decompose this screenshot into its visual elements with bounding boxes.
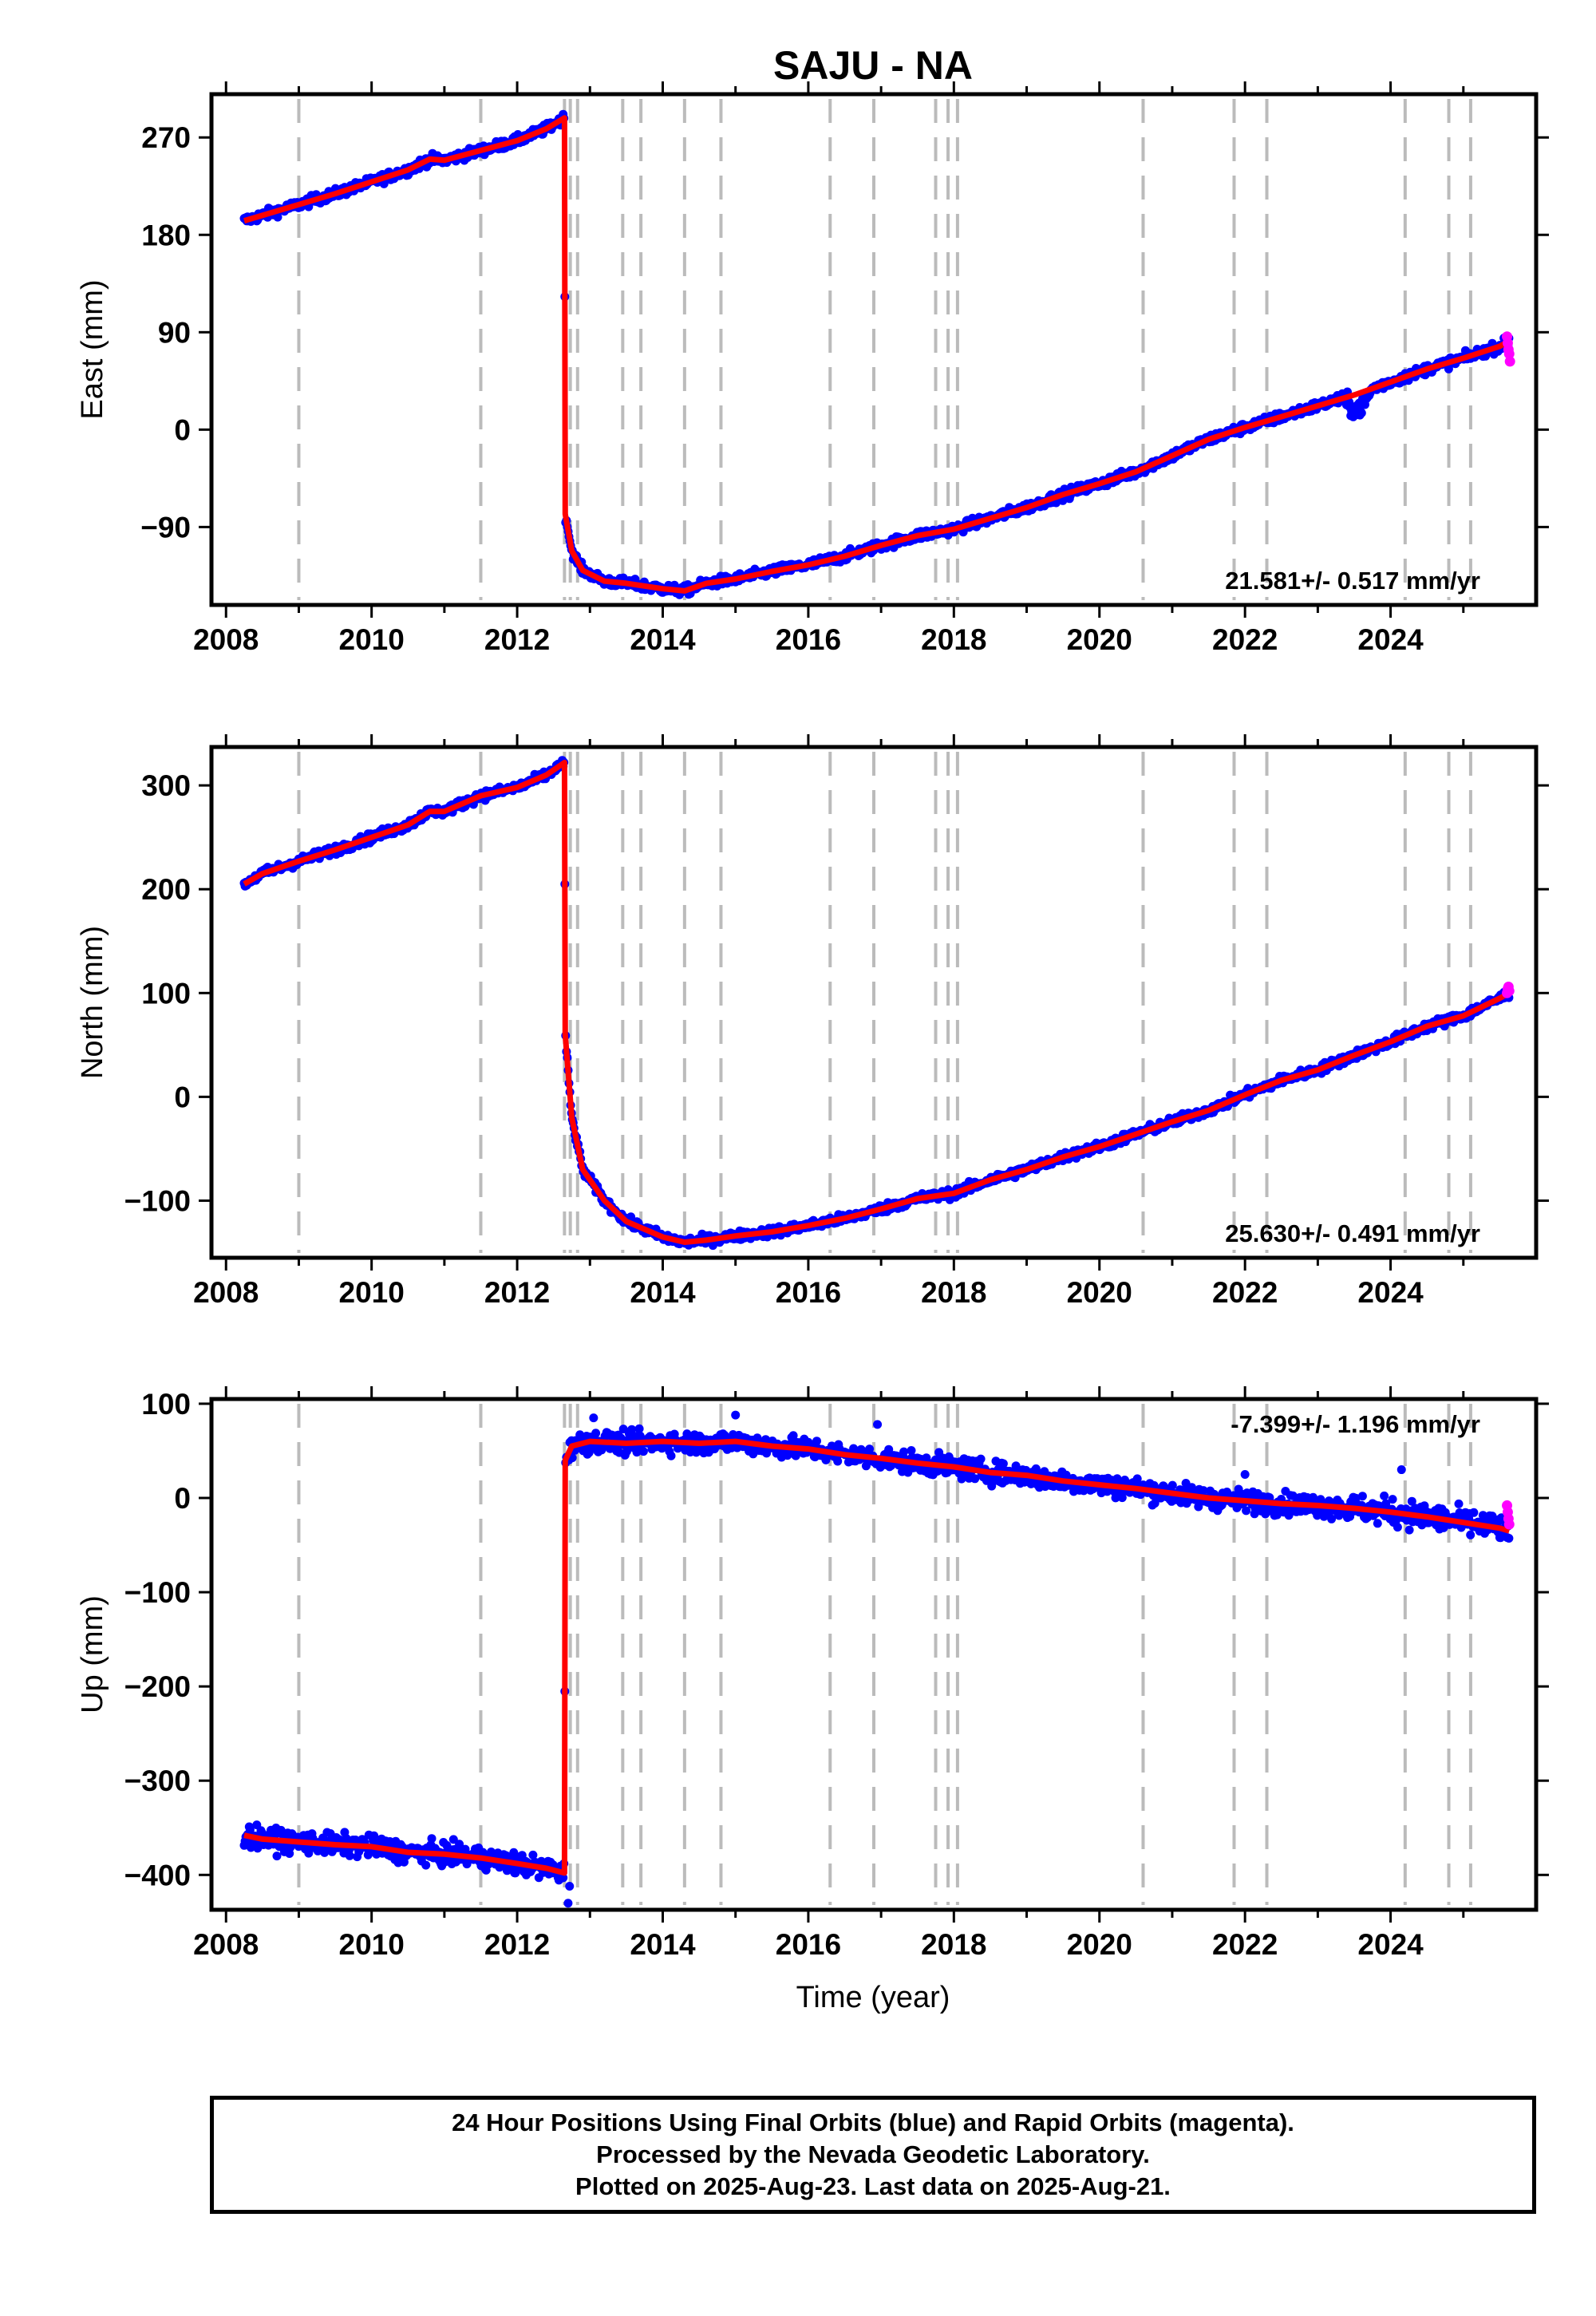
y-tick-label: −100 [124, 1576, 191, 1609]
data-point [589, 1413, 598, 1423]
y-axis-label: East (mm) [76, 279, 109, 419]
x-tick-label: 2012 [484, 623, 550, 656]
data-point [427, 1834, 437, 1844]
y-axis-label: Up (mm) [76, 1595, 109, 1713]
data-point [1388, 1495, 1397, 1504]
data-point [1357, 1492, 1367, 1501]
chart-title: SAJU - NA [773, 43, 973, 88]
data-point [976, 1454, 986, 1464]
data-point [1469, 1508, 1479, 1517]
rapid-point [1503, 986, 1515, 997]
x-tick-label: 2020 [1067, 1928, 1132, 1961]
x-tick-label: 2018 [921, 623, 986, 656]
x-tick-label: 2020 [1067, 1276, 1132, 1309]
model-line [243, 115, 1511, 594]
x-tick-label: 2016 [776, 1276, 841, 1309]
panel-east: −90 0 90 180 270 2008 2010 2012 2014 2016 2018 2020… [76, 81, 1549, 656]
x-tick-label: 2014 [630, 623, 696, 656]
data-point [1404, 1525, 1414, 1535]
data-point [1167, 1480, 1177, 1490]
x-tick-label: 2010 [339, 623, 405, 656]
footer-caption-box: 24 Hour Positions Using Final Orbits (bl… [210, 2096, 1536, 2214]
x-axis-label: Time (year) [796, 1981, 950, 2014]
data-point [666, 1451, 676, 1460]
footer-line-2: Processed by the Nevada Geodetic Laborat… [596, 2140, 1150, 2168]
data-point [591, 1429, 601, 1438]
x-tick-label: 2008 [193, 1928, 259, 1961]
rapid-point [1503, 348, 1515, 359]
data-point [833, 1456, 843, 1466]
y-tick-label: 100 [141, 977, 191, 1010]
data-point [565, 1881, 575, 1891]
x-tick-label: 2012 [484, 1276, 550, 1309]
x-tick-label: 2008 [193, 1276, 259, 1309]
y-tick-label: 270 [141, 121, 191, 154]
x-tick-label: 2024 [1357, 623, 1424, 656]
data-point [1466, 1530, 1476, 1539]
panel-up: −400 −300 −200 −100 0 100 2008 2010 2012 2014 2016… [76, 1386, 1549, 1961]
y-axis-label: North (mm) [76, 926, 109, 1079]
data-point [1357, 409, 1366, 417]
x-tick-label: 2010 [339, 1276, 405, 1309]
y-tick-label: −90 [140, 511, 191, 543]
data-point [563, 1899, 573, 1908]
model-line [243, 760, 1511, 1245]
data-point [1373, 1519, 1382, 1528]
rate-annotation: -7.399+/- 1.196 mm/yr [1231, 1410, 1480, 1438]
x-tick-label: 2022 [1212, 1276, 1278, 1309]
data-point [638, 1447, 648, 1456]
data-point [421, 1860, 431, 1870]
rate-annotation: 21.581+/- 0.517 mm/yr [1225, 567, 1480, 595]
x-tick-label: 2022 [1212, 1928, 1278, 1961]
y-tick-label: 180 [141, 219, 191, 251]
rapid-point [1503, 1519, 1515, 1530]
data-point [369, 1831, 379, 1840]
x-tick-label: 2024 [1357, 1928, 1424, 1961]
data-point [1240, 1469, 1250, 1479]
data-point [731, 1410, 741, 1420]
data-point [873, 1420, 883, 1429]
model-line [243, 1438, 1511, 1876]
x-tick-label: 2012 [484, 1928, 550, 1961]
x-tick-label: 2018 [921, 1928, 986, 1961]
y-tick-label: −400 [124, 1859, 191, 1891]
data-point [1393, 1523, 1402, 1532]
data-point [379, 179, 389, 188]
rate-annotation: 25.630+/- 0.491 mm/yr [1225, 1219, 1480, 1247]
panel-north: −100 0 100 200 300 2008 2010 2012 2014 2016 2018 20… [76, 734, 1549, 1309]
footer-line-3: Plotted on 2025-Aug-23. Last data on 202… [575, 2172, 1171, 2200]
x-tick-label: 2024 [1357, 1276, 1424, 1309]
x-tick-label: 2014 [630, 1928, 696, 1961]
y-tick-label: 90 [158, 316, 191, 349]
x-tick-label: 2016 [776, 623, 841, 656]
data-point [1380, 1491, 1389, 1500]
y-tick-label: 0 [174, 1081, 191, 1113]
x-tick-label: 2022 [1212, 623, 1278, 656]
y-tick-label: 0 [174, 413, 191, 446]
plot-frame [209, 92, 1539, 607]
data-point [1396, 1465, 1406, 1475]
data-point [345, 1851, 354, 1860]
y-tick-label: 0 [174, 1482, 191, 1515]
y-tick-label: −300 [124, 1765, 191, 1797]
x-tick-label: 2018 [921, 1276, 986, 1309]
data-point [1504, 1534, 1514, 1543]
x-tick-label: 2016 [776, 1928, 841, 1961]
x-tick-label: 2010 [339, 1928, 405, 1961]
y-tick-label: 200 [141, 873, 191, 906]
data-point [272, 1852, 282, 1861]
y-tick-label: −200 [124, 1670, 191, 1703]
y-tick-label: −100 [124, 1184, 191, 1217]
x-tick-label: 2020 [1067, 623, 1132, 656]
y-tick-label: 300 [141, 769, 191, 802]
rapid-point [1504, 356, 1515, 367]
x-tick-label: 2014 [630, 1276, 696, 1309]
data-point [1454, 1499, 1464, 1508]
footer-line-1: 24 Hour Positions Using Final Orbits (bl… [452, 2109, 1294, 2136]
y-tick-label: 100 [141, 1388, 191, 1421]
x-tick-label: 2008 [193, 623, 259, 656]
